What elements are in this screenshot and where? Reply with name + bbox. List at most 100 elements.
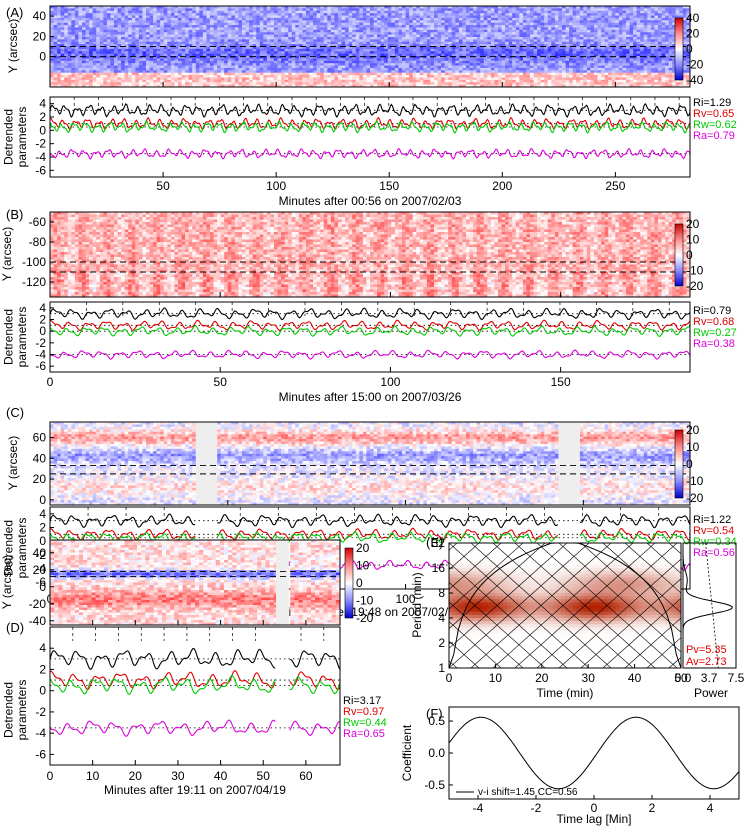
heatmap-cell — [60, 8, 65, 12]
heatmap-cell — [74, 6, 79, 9]
heatmap-cell — [114, 17, 119, 21]
heatmap-cell — [92, 34, 97, 38]
heatmap-cell — [199, 17, 204, 21]
heatmap-cell — [181, 82, 186, 86]
heatmap-cell — [131, 77, 136, 81]
heatmap-cell — [167, 6, 172, 9]
heatmap-cell — [149, 13, 154, 17]
heatmap-cell — [138, 41, 143, 45]
heatmap-cell — [117, 39, 122, 43]
heatmap-cell — [156, 34, 161, 38]
heatmap-cell — [149, 25, 154, 28]
heatmap-cell — [149, 63, 154, 67]
heatmap-cell — [167, 34, 172, 38]
heatmap-cell — [167, 10, 172, 14]
heatmap-cell — [121, 8, 126, 12]
heatmap-cell — [60, 25, 65, 28]
heatmap-cell — [103, 44, 108, 47]
heatmap-cell — [167, 72, 172, 76]
heatmap-cell — [60, 32, 65, 36]
heatmap-cell — [106, 46, 111, 50]
heatmap-cell — [82, 79, 87, 83]
heatmap-cell — [206, 44, 211, 47]
heatmap-cell — [163, 60, 168, 64]
heatmap-cell — [114, 6, 119, 9]
heatmap-cell — [50, 13, 55, 17]
heatmap-cell — [99, 29, 104, 33]
heatmap-cell — [99, 58, 104, 62]
heatmap-cell — [170, 20, 175, 24]
heatmap-cell — [85, 70, 90, 74]
heatmap-cell — [103, 84, 108, 88]
heatmap-cell — [110, 13, 115, 17]
heatmap-cell — [146, 39, 151, 43]
heatmap-cell — [89, 58, 94, 62]
heatmap-cell — [163, 17, 168, 21]
heatmap-cell — [96, 77, 101, 81]
heatmap-cell — [199, 75, 204, 78]
heatmap-cell — [146, 77, 151, 81]
heatmap-cell — [124, 41, 129, 45]
heatmap-cell — [156, 44, 161, 47]
heatmap-cell — [57, 56, 62, 59]
heatmap-cell — [110, 56, 115, 59]
heatmap-cell — [64, 53, 69, 57]
heatmap-cell — [185, 8, 190, 12]
heatmap-cell — [181, 44, 186, 47]
heatmap-cell — [57, 51, 62, 55]
heatmap-cell — [163, 56, 168, 59]
heatmap-cell — [188, 34, 193, 38]
heatmap-cell — [96, 53, 101, 57]
heatmap-cell — [117, 48, 122, 52]
heatmap-cell — [138, 67, 143, 71]
heatmap-cell — [85, 25, 90, 28]
heatmap-cell — [185, 36, 190, 40]
heatmap-cell — [99, 82, 104, 86]
heatmap-cell — [74, 60, 79, 64]
heatmap-cell — [174, 65, 179, 69]
heatmap-cell — [103, 82, 108, 86]
heatmap-cell — [53, 10, 58, 14]
heatmap-cell — [206, 17, 211, 21]
heatmap-cell — [64, 36, 69, 40]
heatmap-cell — [142, 29, 147, 33]
heatmap-cell — [71, 13, 76, 17]
heatmap-cell — [67, 15, 72, 19]
heatmap-cell — [106, 15, 111, 19]
heatmap-cell — [50, 20, 55, 24]
heatmap-cell — [85, 53, 90, 57]
heatmap-cell — [117, 17, 122, 21]
heatmap-cell — [74, 72, 79, 76]
heatmap-cell — [124, 67, 129, 71]
heatmap-cell — [160, 15, 165, 19]
heatmap-cell — [178, 77, 183, 81]
heatmap-cell — [114, 13, 119, 17]
heatmap-cell — [202, 20, 207, 24]
heatmap-cell — [192, 6, 197, 9]
heatmap-cell — [174, 70, 179, 74]
heatmap-cell — [128, 53, 133, 57]
heatmap-cell — [57, 72, 62, 76]
heatmap-cell — [124, 29, 129, 33]
heatmap-cell — [202, 15, 207, 19]
heatmap-cell — [57, 17, 62, 21]
heatmap-cell — [106, 53, 111, 57]
heatmap-cell — [195, 34, 200, 38]
heatmap-cell — [188, 75, 193, 78]
heatmap-cell — [57, 82, 62, 86]
heatmap-cell — [178, 56, 183, 59]
heatmap-cell — [124, 84, 129, 88]
heatmap-cell — [181, 34, 186, 38]
heatmap-cell — [71, 48, 76, 52]
heatmap-cell — [167, 22, 172, 26]
heatmap-cell — [89, 48, 94, 52]
heatmap-cell — [170, 6, 175, 9]
heatmap-cell — [181, 46, 186, 50]
heatmap-cell — [78, 25, 83, 28]
heatmap-cell — [99, 53, 104, 57]
heatmap-cell — [181, 10, 186, 14]
heatmap-cell — [178, 72, 183, 76]
heatmap-cell — [82, 20, 87, 24]
heatmap-cell — [178, 60, 183, 64]
heatmap-cell — [64, 17, 69, 21]
